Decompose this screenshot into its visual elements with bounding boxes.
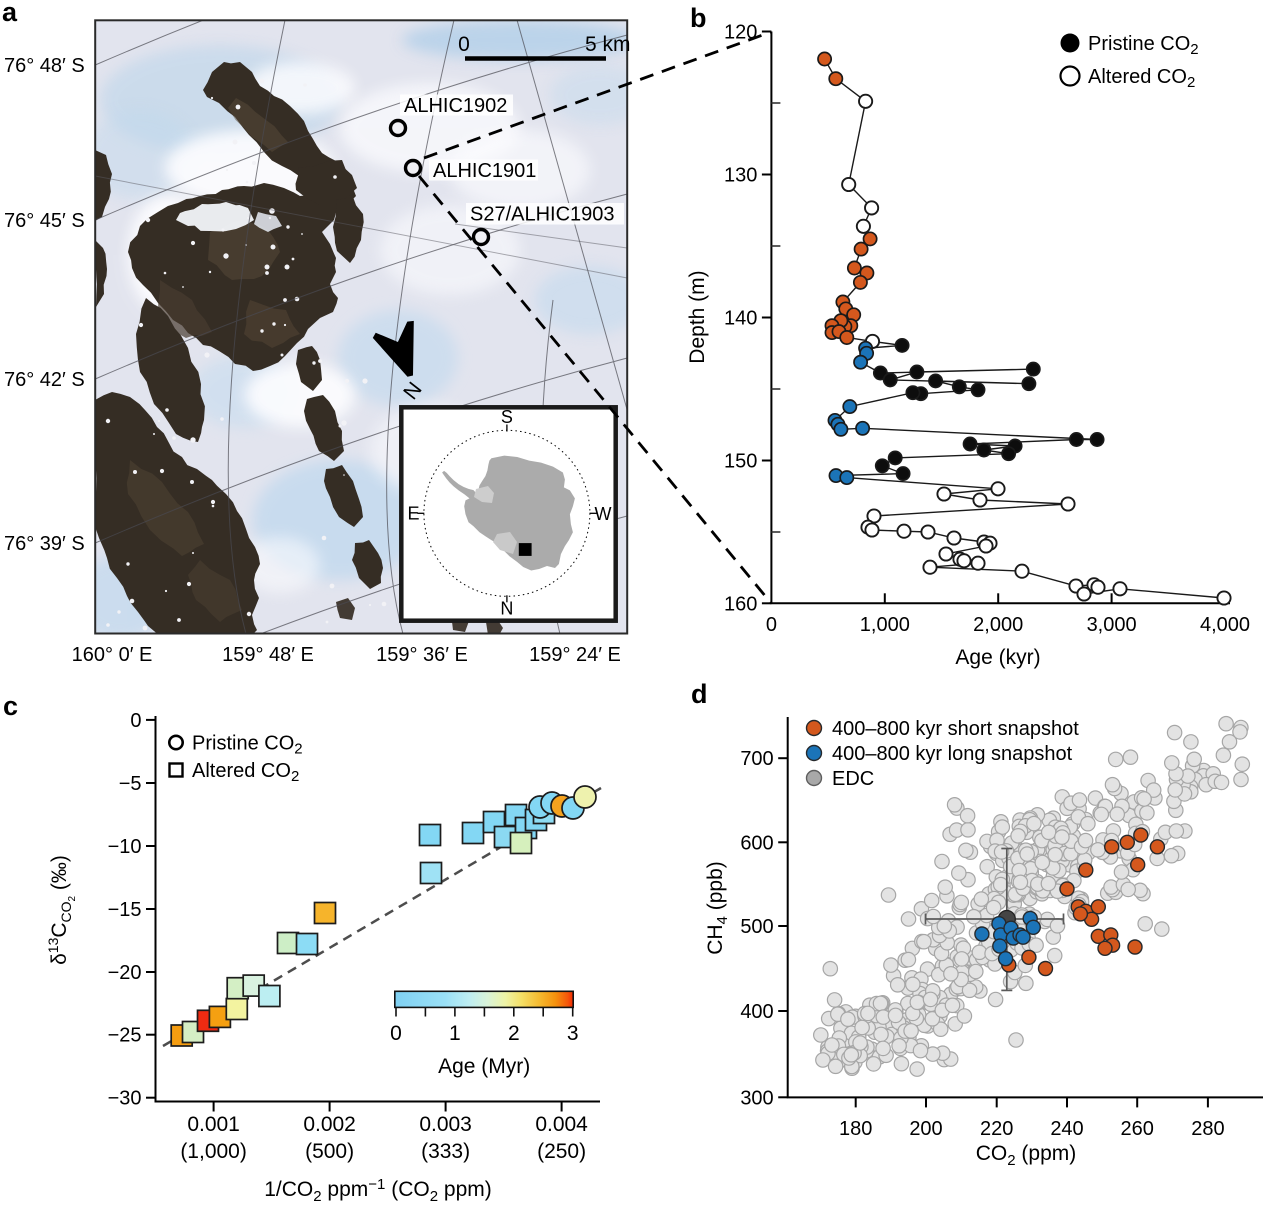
svg-text:300: 300 xyxy=(740,1087,773,1109)
svg-text:Age (kyr): Age (kyr) xyxy=(955,646,1040,669)
svg-text:EDC: EDC xyxy=(832,768,874,790)
svg-text:400–800 kyr short snapshot: 400–800 kyr short snapshot xyxy=(832,718,1079,740)
svg-text:N: N xyxy=(500,599,513,619)
svg-text:−15: −15 xyxy=(108,899,142,921)
svg-text:E: E xyxy=(407,504,419,524)
svg-text:0: 0 xyxy=(458,33,470,56)
svg-text:200: 200 xyxy=(909,1118,942,1140)
svg-text:Pristine CO2: Pristine CO2 xyxy=(1088,33,1199,58)
svg-text:ALHIC1902: ALHIC1902 xyxy=(404,95,507,117)
svg-text:140: 140 xyxy=(724,308,757,330)
svg-text:4,000: 4,000 xyxy=(1200,614,1250,636)
svg-text:(1,000): (1,000) xyxy=(180,1140,247,1163)
svg-text:700: 700 xyxy=(740,748,773,770)
svg-text:400–800 kyr long snapshot: 400–800 kyr long snapshot xyxy=(832,743,1073,765)
svg-text:1: 1 xyxy=(449,1022,461,1045)
svg-text:0: 0 xyxy=(390,1022,402,1045)
svg-text:280: 280 xyxy=(1191,1118,1224,1140)
svg-text:260: 260 xyxy=(1121,1118,1154,1140)
svg-text:160° 0′ E: 160° 0′ E xyxy=(72,644,153,666)
svg-text:180: 180 xyxy=(839,1118,872,1140)
svg-text:3: 3 xyxy=(567,1022,579,1045)
svg-text:0: 0 xyxy=(130,710,141,732)
svg-text:120: 120 xyxy=(724,22,757,44)
svg-text:−30: −30 xyxy=(108,1088,142,1110)
svg-text:S27/ALHIC1903: S27/ALHIC1903 xyxy=(470,204,615,226)
svg-text:400: 400 xyxy=(740,1001,773,1023)
svg-text:Age (Myr): Age (Myr) xyxy=(438,1055,530,1078)
svg-text:0.001: 0.001 xyxy=(187,1113,240,1136)
svg-text:W: W xyxy=(595,504,612,524)
svg-text:76° 45′ S: 76° 45′ S xyxy=(4,210,85,232)
svg-text:76° 42′ S: 76° 42′ S xyxy=(4,369,85,391)
svg-text:CH4 (ppb): CH4 (ppb) xyxy=(704,861,731,955)
svg-text:160: 160 xyxy=(724,593,757,615)
svg-text:0.004: 0.004 xyxy=(535,1113,588,1136)
svg-text:d: d xyxy=(691,679,708,709)
svg-text:−20: −20 xyxy=(108,962,142,984)
svg-text:b: b xyxy=(690,3,707,33)
svg-text:130: 130 xyxy=(724,165,757,187)
svg-text:ALHIC1901: ALHIC1901 xyxy=(433,160,536,182)
svg-text:2,000: 2,000 xyxy=(973,614,1023,636)
svg-text:0.002: 0.002 xyxy=(303,1113,356,1136)
svg-text:−25: −25 xyxy=(108,1025,142,1047)
svg-text:76° 39′ S: 76° 39′ S xyxy=(4,533,85,555)
svg-text:240: 240 xyxy=(1050,1118,1083,1140)
svg-text:3,000: 3,000 xyxy=(1087,614,1137,636)
svg-text:159° 36′ E: 159° 36′ E xyxy=(376,644,468,666)
svg-text:2: 2 xyxy=(508,1022,520,1045)
svg-text:159° 48′ E: 159° 48′ E xyxy=(222,644,314,666)
svg-text:Pristine CO2: Pristine CO2 xyxy=(192,733,303,758)
svg-text:Altered CO2: Altered CO2 xyxy=(192,760,299,785)
svg-text:0: 0 xyxy=(766,614,777,636)
svg-text:500: 500 xyxy=(740,916,773,938)
svg-text:−5: −5 xyxy=(119,773,142,795)
svg-text:Altered CO2: Altered CO2 xyxy=(1088,66,1195,91)
svg-text:600: 600 xyxy=(740,832,773,854)
svg-text:76° 48′ S: 76° 48′ S xyxy=(4,55,85,77)
svg-text:(250): (250) xyxy=(537,1140,586,1163)
svg-text:Depth (m): Depth (m) xyxy=(686,270,709,363)
svg-text:CO2 (ppm): CO2 (ppm) xyxy=(976,1142,1077,1169)
svg-text:159° 24′ E: 159° 24′ E xyxy=(529,644,621,666)
svg-text:5 km: 5 km xyxy=(585,33,631,56)
svg-text:150: 150 xyxy=(724,451,757,473)
svg-text:c: c xyxy=(3,691,18,721)
svg-text:220: 220 xyxy=(980,1118,1013,1140)
svg-text:a: a xyxy=(2,0,18,27)
svg-text:(500): (500) xyxy=(305,1140,354,1163)
svg-text:1,000: 1,000 xyxy=(860,614,910,636)
svg-text:0.003: 0.003 xyxy=(419,1113,472,1136)
svg-text:(333): (333) xyxy=(421,1140,470,1163)
svg-text:−10: −10 xyxy=(108,836,142,858)
svg-text:S: S xyxy=(501,407,513,427)
